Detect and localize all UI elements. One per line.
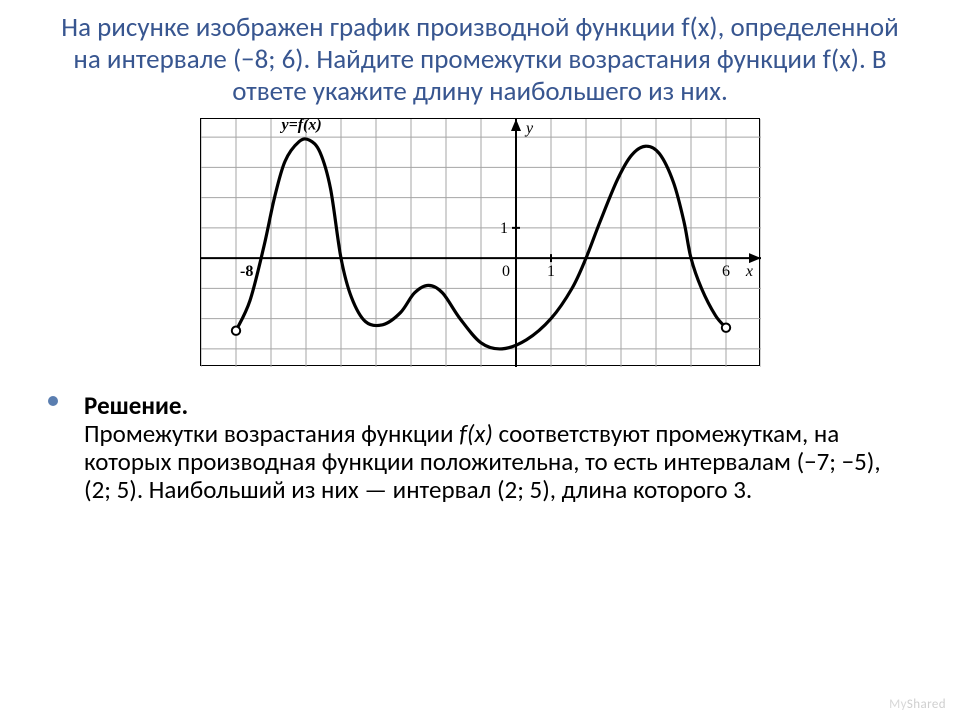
derivative-graph: 0 1 1 x y -8 6 y=f(x): [201, 119, 761, 367]
svg-text:y=f(x): y=f(x): [280, 119, 322, 134]
svg-text:x: x: [745, 263, 753, 280]
watermark-shared: Shared: [907, 697, 946, 712]
svg-text:6: 6: [722, 263, 730, 280]
svg-text:1: 1: [500, 219, 508, 236]
svg-text:0: 0: [502, 263, 510, 280]
watermark-my: My: [889, 697, 907, 712]
chart-frame: 0 1 1 x y -8 6 y=f(x): [200, 118, 760, 366]
solution-body: Промежутки возрастания функции f(x) соот…: [84, 418, 881, 505]
title-text: На рисунке изображен график производной …: [61, 11, 898, 108]
chart-container: 0 1 1 x y -8 6 y=f(x): [44, 118, 916, 366]
svg-text:1: 1: [547, 263, 555, 280]
svg-text:-8: -8: [240, 263, 253, 280]
solution-block: Решение. Промежутки возрастания функции …: [44, 392, 916, 504]
bullet-icon: [48, 396, 58, 406]
solution-label: Решение.: [84, 390, 188, 421]
problem-title: На рисунке изображен график производной …: [44, 12, 916, 114]
svg-text:y: y: [524, 120, 534, 137]
watermark: MyShared: [889, 697, 946, 712]
